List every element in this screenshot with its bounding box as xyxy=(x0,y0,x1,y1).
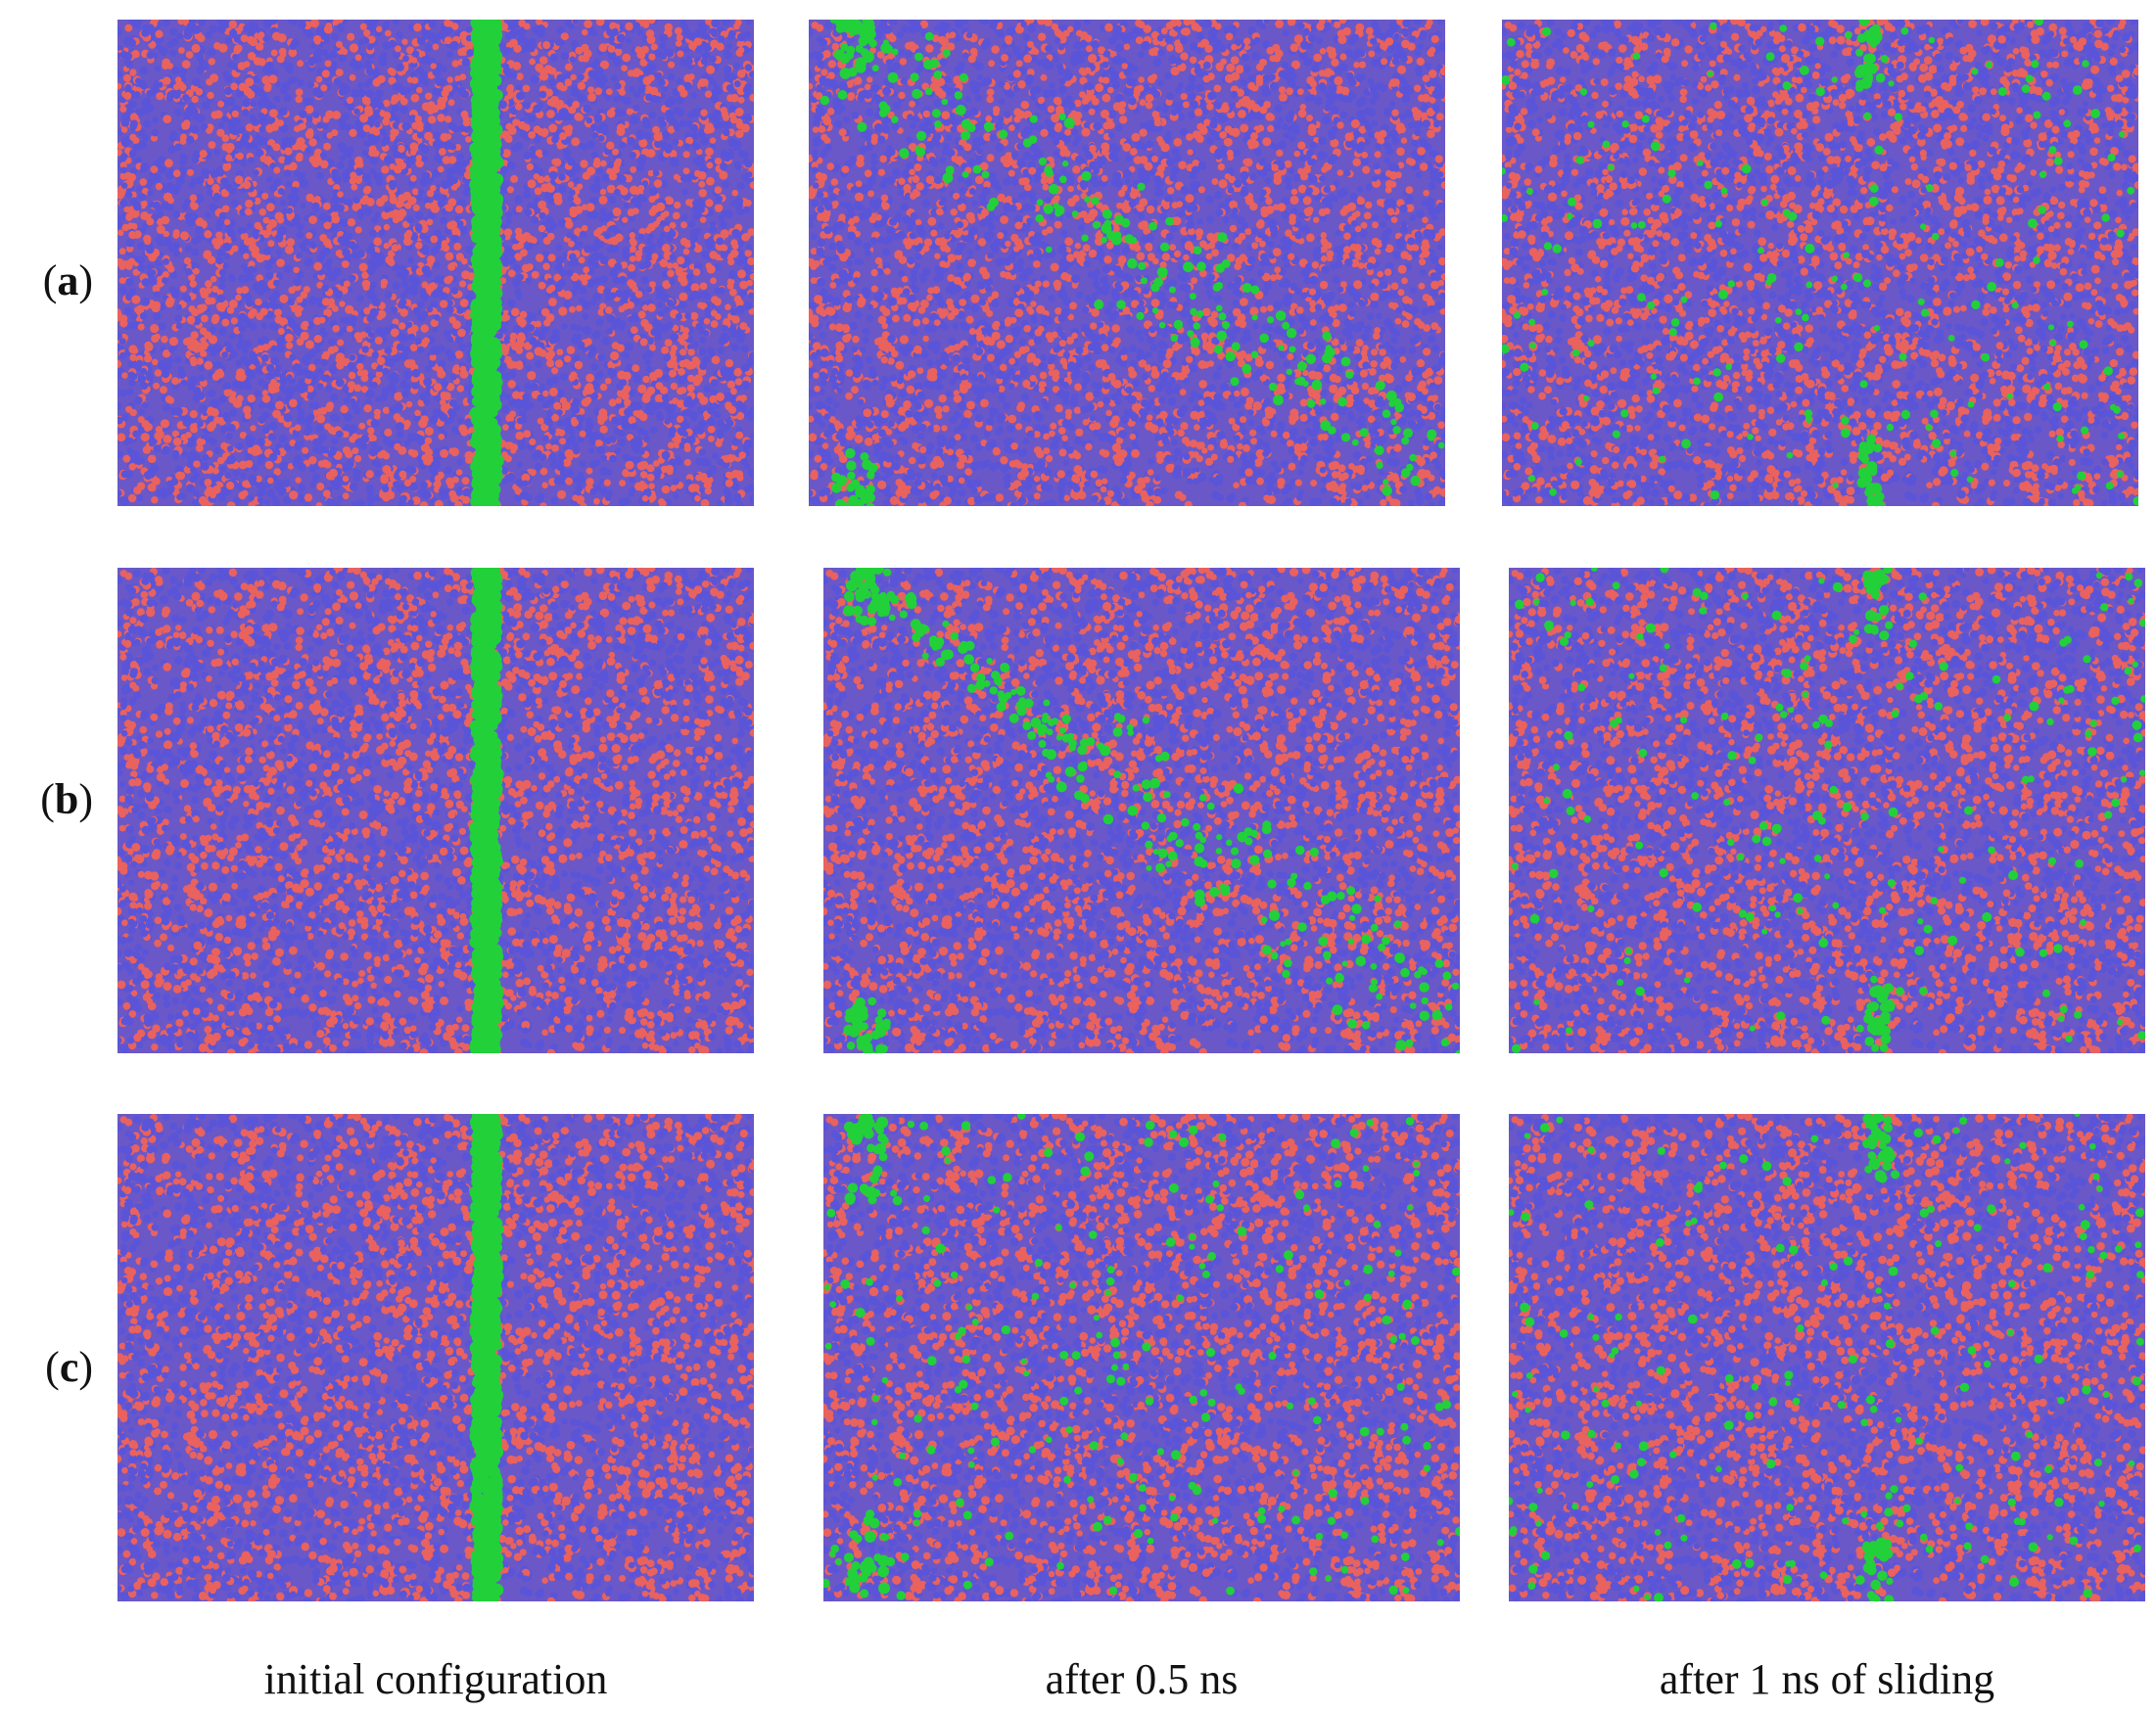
atom-field xyxy=(1509,568,2145,1053)
atom-field xyxy=(117,20,754,506)
atom-field xyxy=(117,1114,754,1601)
panel-b-half-ns xyxy=(823,568,1460,1053)
panel-a-initial xyxy=(117,20,754,506)
panel-a-one-ns xyxy=(1502,20,2138,506)
caption-initial-configuration: initial configuration xyxy=(191,1654,680,1704)
caption-after-one-ns-sliding: after 1 ns of sliding xyxy=(1582,1654,2072,1704)
atom-field xyxy=(1502,20,2138,506)
panel-c-initial xyxy=(117,1114,754,1601)
row-label-a: (a) xyxy=(0,259,93,302)
atom-field xyxy=(809,20,1445,506)
atom-field xyxy=(1509,1114,2145,1601)
atom-field xyxy=(117,568,754,1053)
caption-after-half-ns: after 0.5 ns xyxy=(897,1654,1386,1704)
panel-c-half-ns xyxy=(823,1114,1460,1601)
atom-field xyxy=(823,1114,1460,1601)
atom-field xyxy=(823,568,1460,1053)
row-label-b: (b) xyxy=(0,778,93,821)
panel-c-one-ns xyxy=(1509,1114,2145,1601)
panel-b-initial xyxy=(117,568,754,1053)
panel-b-one-ns xyxy=(1509,568,2145,1053)
panel-a-half-ns xyxy=(809,20,1445,506)
row-label-c: (c) xyxy=(0,1346,93,1389)
